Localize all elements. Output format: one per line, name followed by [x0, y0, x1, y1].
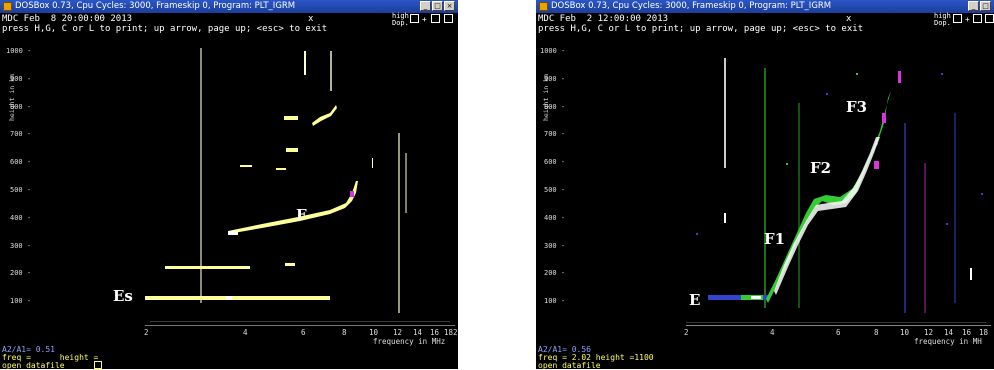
instructions-line: press H,G, C or L to print; up arrow, pa… [2, 24, 328, 34]
vertical-interference [724, 58, 972, 313]
maximize-button[interactable]: □ [980, 1, 991, 11]
freq-height-readout: freq = 2.02 height =1100 [538, 353, 654, 362]
x-axis-label: frequency in MH [914, 337, 982, 346]
x-tick: 2 [144, 328, 149, 337]
y-tick: 600 - [544, 158, 566, 166]
y-tick: 800 - [10, 103, 32, 111]
high-dop-checkbox[interactable] [410, 14, 419, 23]
close-button[interactable]: × [444, 1, 455, 11]
window-title: DOSBox 0.73, Cpu Cycles: 3000, Frameskip… [551, 1, 832, 11]
cursor-mark: x [308, 14, 314, 24]
x-tick: 12 [924, 328, 934, 337]
baseline-noise [145, 321, 455, 326]
ionogram-plot [145, 48, 455, 326]
dos-screen: MDC Feb 2 12:00:00 2013 x high Dop. + pr… [536, 12, 994, 370]
dos-screen: MDC Feb 8 20:00:00 2013 x high Dop. + pr… [0, 12, 458, 370]
x-tick: 2 [684, 328, 689, 337]
dosbox-app-icon [539, 2, 548, 11]
x-tick: 8 [874, 328, 879, 337]
e-trace [708, 295, 768, 300]
high-label: high [392, 12, 409, 20]
trace-label-f: F [296, 206, 307, 224]
x-tick: 10 [900, 328, 910, 337]
y-tick: 800 - [544, 103, 566, 111]
y-tick: 300 - [544, 242, 566, 250]
title-bar[interactable]: DOSBox 0.73, Cpu Cycles: 3000, Frameskip… [536, 0, 994, 13]
minus-checkbox[interactable] [444, 14, 453, 23]
y-tick: 1000 - [540, 47, 566, 55]
y-tick: 700 - [544, 130, 566, 138]
trace-label-f2: F2 [810, 159, 832, 177]
x-tick: 16 [430, 328, 440, 337]
window-title: DOSBox 0.73, Cpu Cycles: 3000, Frameskip… [15, 1, 296, 11]
open-datafile-prompt: open datafile [538, 361, 601, 370]
y-tick: 1000 - [6, 47, 32, 55]
header-line: MDC Feb 8 20:00:00 2013 [2, 14, 133, 24]
y-tick: 300 - [10, 242, 32, 250]
x-tick: 18 [444, 328, 454, 337]
dop-label: Dop. [392, 19, 409, 27]
x-tick: 14 [413, 328, 423, 337]
f-trace [766, 71, 901, 303]
x-tick: 12 [393, 328, 403, 337]
x-tick: 6 [301, 328, 306, 337]
x-axis-label: frequency in MHz [373, 337, 446, 346]
ratio-readout: A2/A1= 0.56 [538, 345, 591, 354]
es-trace [145, 263, 330, 300]
y-tick: 200 - [10, 269, 32, 277]
y-tick: 500 - [544, 186, 566, 194]
high-dop-checkbox[interactable] [953, 14, 962, 23]
header-line: MDC Feb 2 12:00:00 2013 [538, 14, 669, 24]
freq-height-readout: freq = height = [2, 353, 99, 362]
x-tick: 16 [962, 328, 972, 337]
y-tick: 900 - [544, 75, 566, 83]
trace-label-e: E [689, 291, 701, 309]
baseline-noise [686, 322, 991, 326]
vertical-interference [200, 48, 407, 313]
y-tick: 100 - [544, 297, 566, 305]
trace-label-es: Es [113, 287, 133, 305]
plus-checkbox[interactable] [973, 14, 982, 23]
high-label: high [934, 12, 951, 20]
noise-dots [696, 73, 983, 235]
y-tick: 700 - [10, 130, 32, 138]
y-tick: 100 - [10, 297, 32, 305]
x-tick: 6 [836, 328, 841, 337]
dosbox-window-right[interactable]: DOSBox 0.73, Cpu Cycles: 3000, Frameskip… [536, 0, 994, 370]
y-tick: 400 - [544, 214, 566, 222]
ratio-readout: A2/A1= 0.51 [2, 345, 55, 354]
trace-label-f3: F3 [846, 98, 868, 116]
x-tick: 4 [770, 328, 775, 337]
f-trace [228, 105, 358, 235]
maximize-button[interactable]: □ [432, 1, 443, 11]
y-tick: 500 - [10, 186, 32, 194]
x-tick: 8 [342, 328, 347, 337]
y-tick: 900 - [10, 75, 32, 83]
minimize-button[interactable]: _ [968, 1, 979, 11]
x-tick: 10 [369, 328, 379, 337]
y-tick: 200 - [544, 269, 566, 277]
trace-label-f1: F1 [764, 230, 786, 248]
open-datafile-prompt: open datafile [2, 361, 65, 370]
dosbox-window-left[interactable]: DOSBox 0.73, Cpu Cycles: 3000, Frameskip… [0, 0, 458, 370]
ionogram-plot [686, 58, 991, 326]
x-tick: 14 [944, 328, 954, 337]
x-tick: 18 [979, 328, 989, 337]
title-bar[interactable]: DOSBox 0.73, Cpu Cycles: 3000, Frameskip… [0, 0, 458, 13]
plus-label: + [965, 15, 970, 24]
dop-label: Dop. [934, 19, 951, 27]
plus-label: + [422, 15, 427, 24]
plus-checkbox[interactable] [431, 14, 440, 23]
instructions-line: press H,G, C or L to print; up arrow, pa… [538, 24, 864, 34]
minimize-button[interactable]: _ [420, 1, 431, 11]
cursor-mark: x [846, 14, 852, 24]
x-tick: 2 [453, 328, 458, 337]
y-tick: 600 - [10, 158, 32, 166]
y-tick: 400 - [10, 214, 32, 222]
dosbox-app-icon [3, 2, 12, 11]
datafile-input[interactable] [94, 361, 102, 369]
x-tick: 4 [243, 328, 248, 337]
